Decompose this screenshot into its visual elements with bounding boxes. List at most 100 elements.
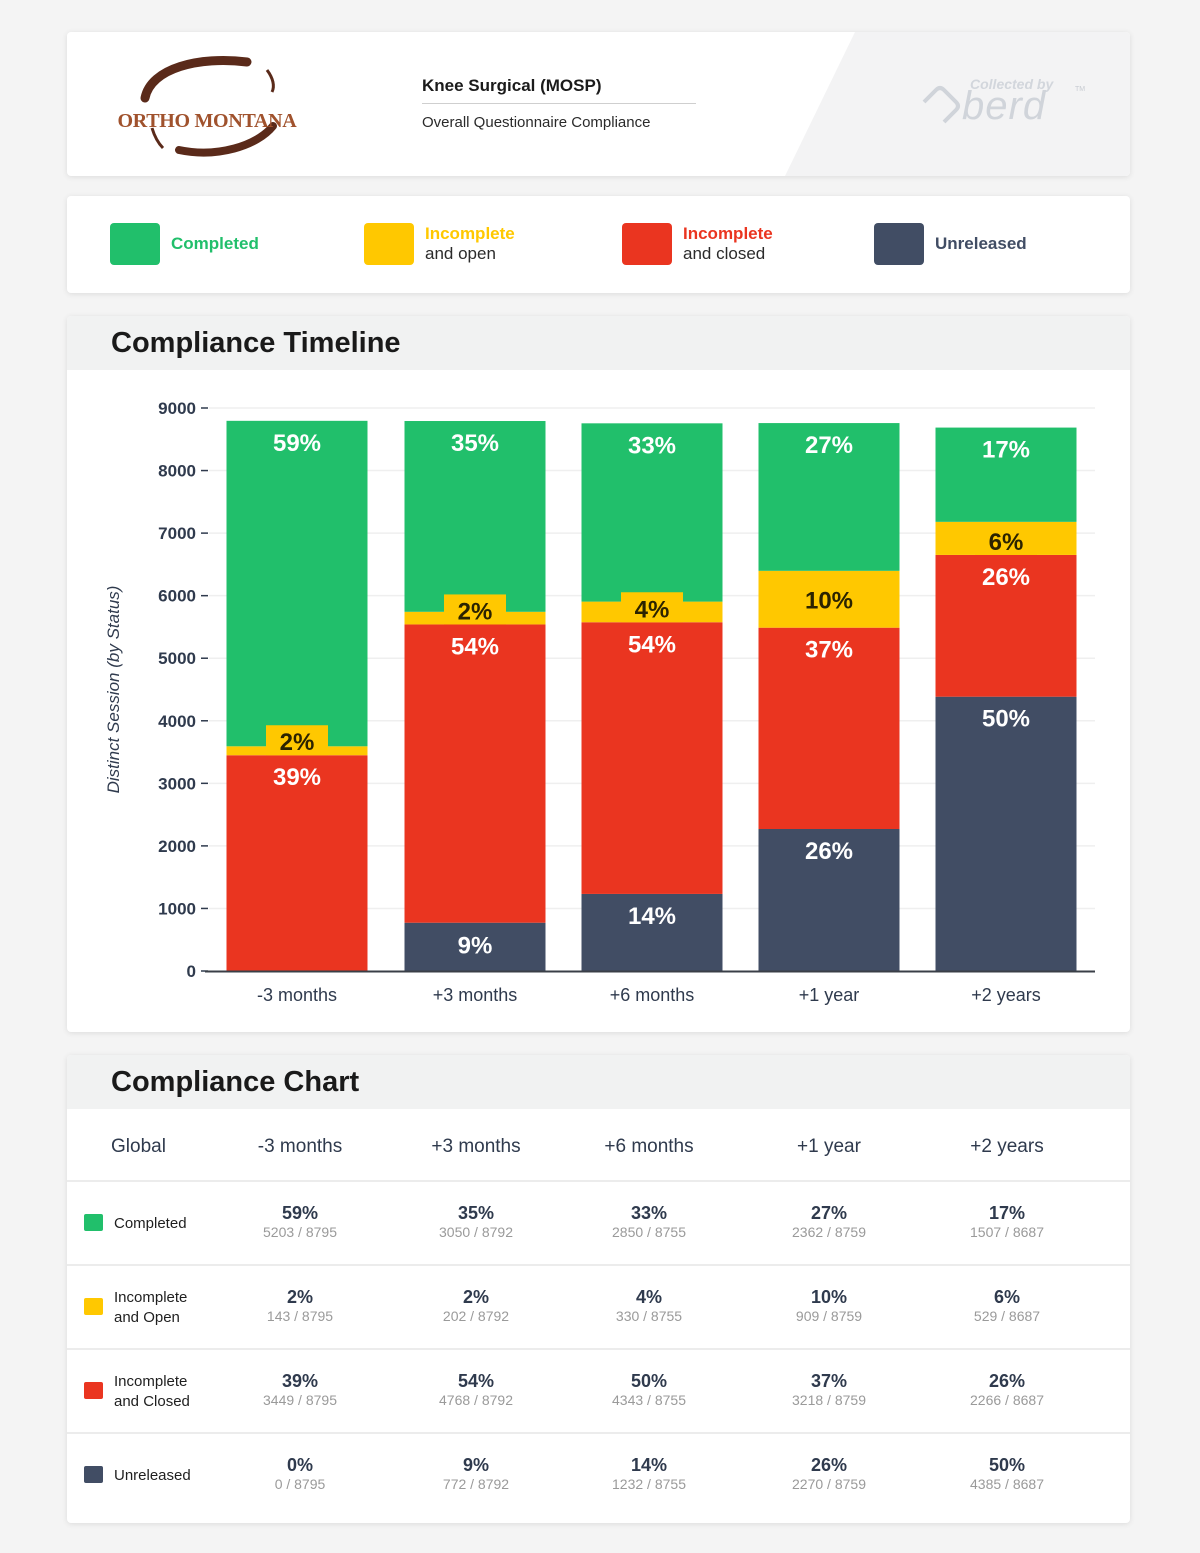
cell-percent: 50%: [988, 1455, 1026, 1475]
cell-fraction: 1507 / 8687: [970, 1224, 1044, 1240]
bar-data-label: 59%: [273, 430, 321, 457]
cell-percent: 2%: [462, 1287, 489, 1307]
cell-fraction: 2362 / 8759: [792, 1224, 866, 1240]
logo-text: ORTHO MONTANA: [117, 110, 297, 132]
cell-fraction: 2270 / 8759: [792, 1476, 866, 1492]
table-cell: 2% 143 / 8795: [230, 1287, 370, 1325]
y-tick-label: 5000: [158, 649, 196, 668]
table-cell: 26% 2266 / 8687: [937, 1371, 1077, 1409]
legend-label-line2: and open: [425, 244, 496, 263]
brand-name: berd: [962, 84, 1047, 128]
row-label: Incomplete and Closed: [114, 1372, 190, 1412]
compliance-timeline-card: Compliance Timeline 0 1000 2000 3000 4000 500…: [67, 316, 1130, 1032]
legend-label-line1: Unreleased: [935, 234, 1027, 253]
x-tick-label: +2 years: [971, 985, 1041, 1005]
cell-percent: 14%: [630, 1455, 668, 1475]
table-row: Unreleased 0% 0 / 8795 9% 772 / 8792 14% 1232 …: [67, 1434, 1130, 1518]
x-tick-label: +6 months: [610, 985, 695, 1005]
table-cell: 27% 2362 / 8759: [759, 1203, 899, 1241]
bar-data-label: 26%: [805, 838, 853, 865]
table-cell: 14% 1232 / 8755: [579, 1455, 719, 1493]
stacked-bar-chart: 0 1000 2000 3000 4000 5000 6000 7000 8000 9000 Dis…: [104, 399, 1095, 1005]
cell-fraction: 0 / 8795: [274, 1476, 326, 1492]
report-header: ORTHO MONTANA Knee Surgical (MOSP) Overa…: [67, 32, 1130, 176]
table-cell: 10% 909 / 8759: [759, 1287, 899, 1325]
cell-percent: 39%: [281, 1371, 319, 1391]
cell-fraction: 202 / 8792: [442, 1308, 510, 1324]
legend-item-unreleased: Unreleased: [874, 223, 1027, 265]
status-swatch: [84, 1298, 103, 1315]
bar-segment: [935, 696, 1077, 971]
cell-fraction: 772 / 8792: [442, 1476, 510, 1492]
bar-data-label: 2%: [280, 729, 315, 756]
status-legend: Completed Incomplete and open Incomplete a…: [67, 196, 1130, 293]
column-header: +2 years: [970, 1136, 1044, 1157]
cell-percent: 35%: [457, 1203, 495, 1223]
bar-data-label: 9%: [458, 933, 493, 960]
cell-percent: 26%: [988, 1371, 1026, 1391]
table-cell: 17% 1507 / 8687: [937, 1203, 1077, 1241]
bar-data-label: 10%: [805, 587, 853, 614]
column-header-global: Global: [111, 1136, 166, 1157]
cell-fraction: 909 / 8759: [795, 1308, 863, 1324]
legend-label: Incomplete and closed: [683, 224, 773, 264]
cell-percent: 9%: [462, 1455, 489, 1475]
bar-data-label: 33%: [628, 432, 676, 459]
timeline-title: Compliance Timeline: [67, 316, 1130, 370]
oberd-brand: Collected by berd TM: [920, 74, 1085, 134]
compliance-table: Global -3 months +3 months +6 months +1 yea…: [67, 1109, 1130, 1518]
cell-percent: 27%: [810, 1203, 848, 1223]
row-label-line1: Completed: [114, 1215, 187, 1232]
table-cell: 37% 3218 / 8759: [759, 1371, 899, 1409]
cell-fraction: 4768 / 8792: [439, 1392, 513, 1408]
bar-data-label: 54%: [628, 631, 676, 658]
y-tick-label: 8000: [158, 462, 196, 481]
label-tab: [975, 524, 1037, 555]
compliance-chart-card: Compliance Chart Global -3 months +3 mont…: [67, 1055, 1130, 1523]
column-header: +1 year: [797, 1136, 861, 1157]
row-label-line1: Incomplete: [114, 1373, 188, 1390]
row-label-line2: and Open: [114, 1309, 180, 1326]
legend-label-line2: and closed: [683, 244, 766, 263]
cell-percent: 4%: [635, 1287, 662, 1307]
x-tick-label: +3 months: [433, 985, 518, 1005]
cell-fraction: 1232 / 8755: [612, 1476, 686, 1492]
brand-collected-by: Collected by: [970, 76, 1054, 92]
bar-data-label: 50%: [982, 706, 1030, 733]
table-cell: 35% 3050 / 8792: [406, 1203, 546, 1241]
legend-label-line1: Incomplete: [425, 224, 515, 243]
row-label-line1: Incomplete: [114, 1289, 188, 1306]
table-cell: 9% 772 / 8792: [406, 1455, 546, 1493]
x-tick-label: +1 year: [799, 985, 860, 1005]
bar-segment: [226, 755, 368, 971]
y-tick-label: 6000: [158, 587, 196, 606]
column-header: +6 months: [604, 1136, 694, 1157]
cell-percent: 50%: [630, 1371, 668, 1391]
bar-data-label: 27%: [805, 432, 853, 459]
table-cell: 39% 3449 / 8795: [230, 1371, 370, 1409]
table-title: Compliance Chart: [67, 1055, 1130, 1109]
y-tick-label: 1000: [158, 899, 196, 918]
bar-data-label: 39%: [273, 764, 321, 791]
table-row: Incomplete and Open 2% 143 / 8795 2% 202 / 87…: [67, 1266, 1130, 1350]
bar-segment: [935, 554, 1077, 697]
y-tick-label: 7000: [158, 524, 196, 543]
label-tab: [444, 594, 506, 625]
bar-segment: [581, 893, 723, 971]
table-row: Incomplete and Closed 39% 3449 / 8795 54% 476…: [67, 1350, 1130, 1434]
bar-segment: [758, 627, 900, 829]
table-cell: 6% 529 / 8687: [937, 1287, 1077, 1325]
bar-data-label: 17%: [982, 437, 1030, 464]
row-label-line2: and Closed: [114, 1393, 190, 1410]
y-tick-label: 9000: [158, 399, 196, 418]
status-swatch: [84, 1214, 103, 1231]
y-tick-label: 3000: [158, 774, 196, 793]
cell-fraction: 5203 / 8795: [263, 1224, 337, 1240]
bar-data-label: 4%: [635, 596, 670, 623]
cell-percent: 0%: [286, 1455, 313, 1475]
cell-fraction: 330 / 8755: [615, 1308, 683, 1324]
status-swatch: [84, 1382, 103, 1399]
table-cell: 59% 5203 / 8795: [230, 1203, 370, 1241]
bar-data-label: 37%: [805, 637, 853, 664]
label-tab: [266, 725, 328, 756]
